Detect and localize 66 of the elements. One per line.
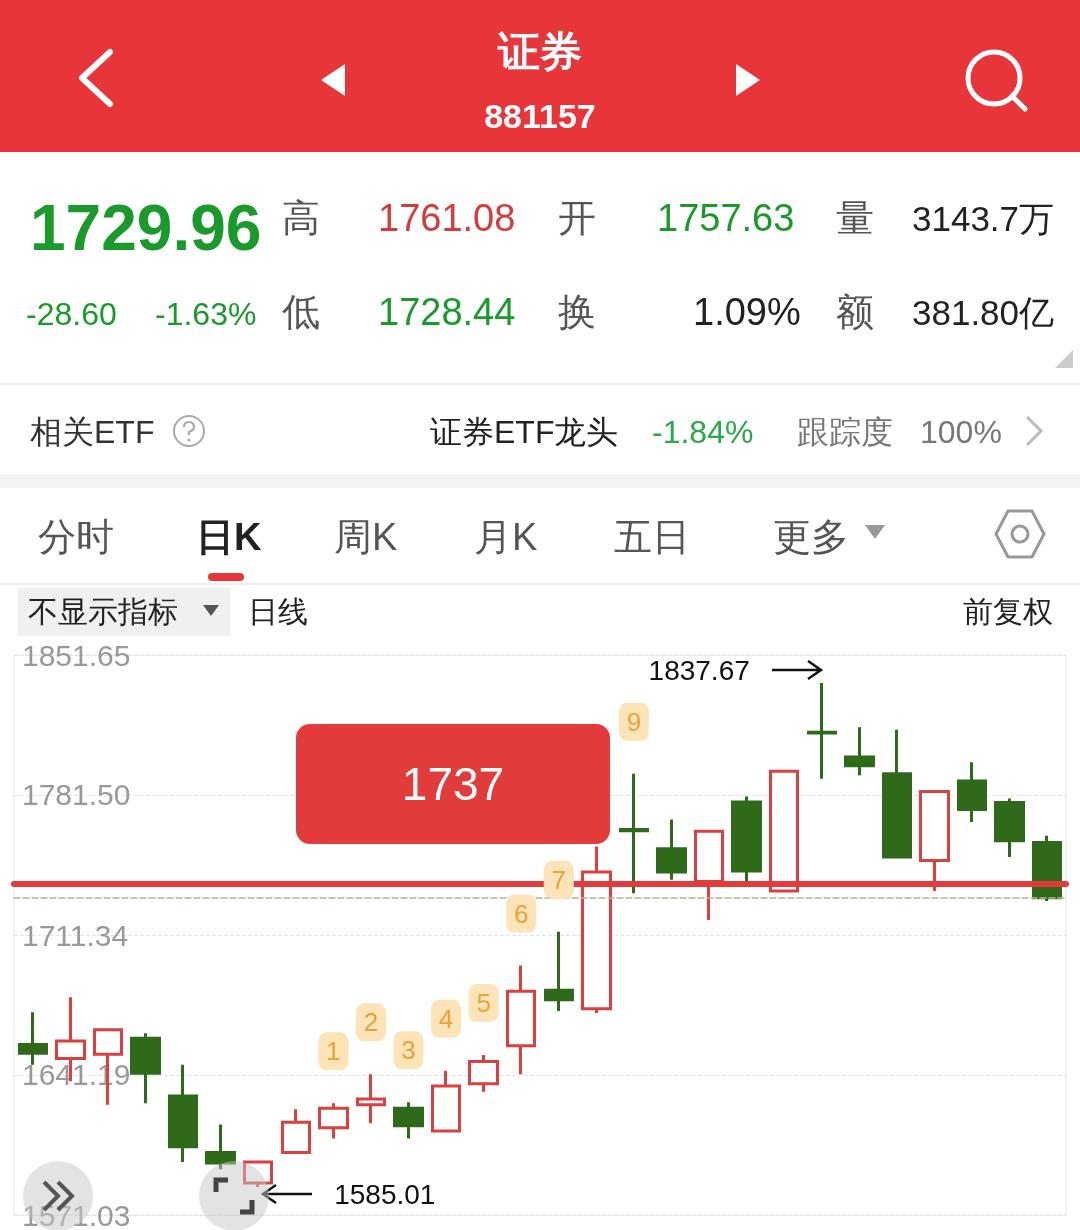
candlestick [807, 682, 837, 779]
text: -1.84% [652, 414, 754, 450]
y-tick-label: 1711.34 [22, 918, 129, 952]
candlestick [168, 1064, 198, 1162]
text: 1757.63 [657, 197, 795, 239]
candlestick [318, 1103, 349, 1139]
text: 日K [196, 516, 262, 558]
text: 1.09% [693, 291, 801, 333]
annotation: 1585.01 [334, 1179, 436, 1211]
candlestick [882, 729, 912, 859]
text: 3143.7万 [912, 198, 1055, 238]
text: 9 [626, 706, 642, 737]
text: 低 [282, 291, 320, 333]
text: 相关ETF [30, 414, 155, 450]
text: 高 [282, 197, 320, 239]
text: 日线 [248, 595, 308, 628]
label-box: 1737 [296, 723, 610, 844]
text: 月K [474, 516, 538, 558]
candlestick [18, 1012, 48, 1065]
text: 更多 [773, 516, 849, 558]
text: 量 [836, 197, 874, 239]
candlestick [130, 1033, 161, 1104]
text: 1 [326, 1036, 341, 1067]
text: 开 [558, 197, 596, 239]
y-tick-label: 1571.03 [22, 1198, 131, 1230]
candlestick [205, 1124, 236, 1170]
candlestick [468, 1055, 499, 1092]
candlestick [994, 798, 1025, 858]
text: 5 [476, 988, 491, 1019]
text: 分时 [38, 516, 114, 558]
text: 不显示指标 [28, 595, 178, 628]
text: 额 [836, 291, 874, 333]
text: 1761.08 [378, 197, 516, 239]
annotation: 1837.67 [648, 654, 750, 686]
text: 五日 [614, 516, 690, 558]
text: 跟踪度 [797, 414, 893, 450]
text: 2 [363, 1007, 379, 1038]
text: 1728.44 [378, 291, 516, 333]
candlestick [393, 1102, 424, 1139]
chart-subtitle: 881157 [484, 97, 596, 135]
candlestick [619, 773, 649, 894]
y-tick-label: 1851.65 [22, 638, 131, 672]
text: 381.80亿 [912, 292, 1055, 332]
text: 6 [513, 898, 529, 929]
candlestick [281, 1109, 311, 1154]
text: 100% [920, 414, 1002, 450]
candlestick [731, 796, 762, 883]
text: 前复权 [963, 595, 1053, 628]
candlestick [844, 727, 875, 776]
candlestick [656, 819, 687, 880]
text: 1729.96 [30, 192, 262, 264]
text: 换 [558, 291, 596, 333]
chart-title: 证券 [498, 28, 582, 75]
candlestick [356, 1074, 386, 1124]
candlestick [506, 965, 536, 1075]
text: 7 [551, 864, 567, 895]
text: 4 [438, 1003, 454, 1034]
text: 周K [334, 516, 398, 558]
text: 3 [401, 1035, 416, 1066]
y-tick-label: 1781.50 [22, 778, 131, 812]
text: -1.63% [155, 296, 257, 332]
candlestick [431, 1070, 461, 1133]
text: 证券ETF龙头 [430, 414, 619, 450]
candlestick [957, 762, 987, 822]
candlestick [544, 931, 574, 1012]
text: -28.60 [26, 296, 117, 332]
